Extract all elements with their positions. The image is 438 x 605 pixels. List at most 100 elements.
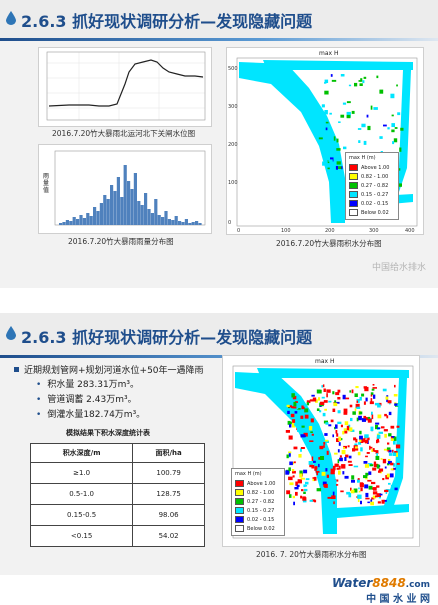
flood-spot <box>338 465 341 470</box>
flood-spot <box>378 468 384 472</box>
flood-spot <box>315 466 318 470</box>
flood-spot <box>364 434 369 438</box>
rainfall-bar <box>157 215 161 225</box>
flood-spot <box>294 411 298 414</box>
flood-spot <box>348 455 352 459</box>
flood-spot <box>293 501 295 506</box>
flood-spot <box>359 430 362 435</box>
table-caption: 模拟结果下积水深度统计表 <box>66 429 150 437</box>
legend-swatch <box>235 489 244 496</box>
slide-2-title: 2.6.3 抓好现状调研分析—发现隐藏问题 <box>21 328 313 347</box>
flood-spot <box>391 129 395 133</box>
flood-spot <box>305 481 309 485</box>
river-east <box>383 378 407 508</box>
flood-spot <box>292 475 295 478</box>
flood-spot <box>331 495 336 499</box>
flood-spot <box>387 442 390 445</box>
flood-spot <box>353 488 358 493</box>
flood-spot <box>319 410 322 413</box>
flood-spot <box>388 449 392 453</box>
rainfall-bar <box>120 197 124 225</box>
flood-spot <box>332 408 336 412</box>
flood-spot <box>360 487 363 492</box>
watermark: 中国给水排水 <box>371 263 426 273</box>
flood-spot <box>356 417 359 422</box>
flood-spot <box>321 471 326 476</box>
flood-spot <box>393 463 396 467</box>
flood-spot <box>300 447 305 449</box>
flood-spot <box>388 411 392 416</box>
flood-spot <box>375 424 379 430</box>
flood-spot <box>321 385 323 388</box>
flood-spot <box>375 495 378 498</box>
flood-spot <box>312 397 317 402</box>
flood-spot <box>357 128 362 130</box>
flood-spot <box>318 137 323 140</box>
flood-spot <box>388 433 392 437</box>
flood-spot <box>328 400 332 403</box>
flood-spot <box>319 132 323 135</box>
flood-spot <box>336 153 340 157</box>
flood-spot <box>385 396 389 400</box>
map1-xticks: 0 100 200 300 400 <box>237 228 415 234</box>
flood-spot <box>368 485 373 490</box>
flood-spot <box>355 438 358 443</box>
water8848-logo[interactable]: Water8848.com 中 国 水 业 网 <box>270 576 430 605</box>
water-drop-icon <box>6 11 16 25</box>
flood-spot <box>325 422 329 425</box>
flood-spot <box>302 496 306 500</box>
flood-spot <box>289 423 292 428</box>
flood-spot <box>329 112 332 115</box>
water-level-chart <box>38 47 212 127</box>
logo-wordmark[interactable]: Water8848.com <box>331 576 430 590</box>
flood-spot <box>336 161 341 165</box>
legend-swatch <box>235 516 244 523</box>
flood-spot <box>339 457 343 462</box>
legend-item: Below 0.02 <box>235 524 284 533</box>
flood-spot <box>323 388 326 392</box>
flood-spot <box>346 111 351 116</box>
flood-spot <box>387 127 390 130</box>
flood-spot <box>391 114 394 117</box>
flood-spot <box>303 404 308 407</box>
flood-spot <box>379 136 383 139</box>
flood-spot <box>335 166 338 170</box>
flood-spot <box>355 386 359 389</box>
flood-spot <box>356 406 361 409</box>
flood-spot <box>383 499 387 502</box>
flood-spot <box>325 127 328 131</box>
flood-spot <box>317 116 321 119</box>
flood-spot <box>350 489 355 494</box>
flood-spot <box>338 436 342 441</box>
flood-spot <box>394 487 398 491</box>
flood-spot <box>311 464 315 469</box>
flood-spot <box>288 435 293 440</box>
flood-spot <box>300 415 304 419</box>
legend-item: 0.02 - 0.15 <box>235 515 284 524</box>
rainfall-bar <box>167 219 171 225</box>
flood-spot <box>337 397 341 400</box>
rainfall-bar <box>99 203 103 225</box>
flood-spot <box>309 450 315 453</box>
flood-spot <box>347 445 350 448</box>
flood-spot <box>326 389 331 393</box>
flood-spot <box>348 464 353 466</box>
flood-map-1-caption: 2016.7.20竹大暴雨积水分布图 <box>276 239 382 248</box>
rainfall-bar <box>89 216 93 225</box>
flood-spot <box>336 484 339 486</box>
flood-spot <box>351 479 355 483</box>
flood-spot <box>351 475 355 480</box>
flood-spot <box>326 130 328 135</box>
flood-spot <box>348 84 352 87</box>
flood-spot <box>393 394 398 397</box>
flood-spot <box>336 172 338 174</box>
flood-spot <box>361 418 366 422</box>
flood-spot <box>393 440 396 445</box>
flood-map-2-legend: max H (m) Above 1.00 0.82 - 1.00 0.27 - 0.… <box>231 468 285 536</box>
flood-spot <box>374 450 379 452</box>
flood-spot <box>359 396 362 401</box>
flood-spot <box>285 430 290 433</box>
water-level-line <box>48 59 204 107</box>
flood-spot <box>342 430 345 435</box>
flood-spot <box>301 405 305 410</box>
